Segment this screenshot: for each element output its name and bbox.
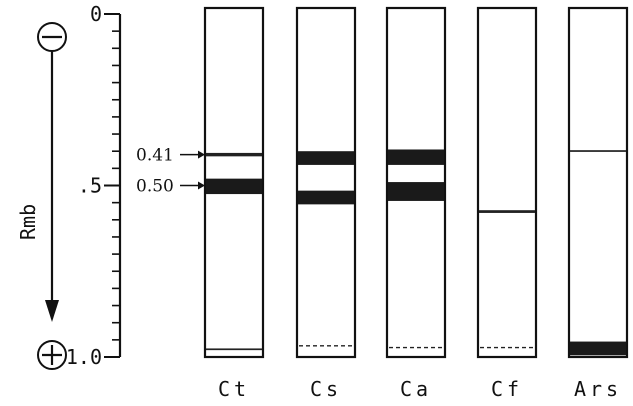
rf-annotation-label: 0.50: [136, 177, 174, 197]
band: [388, 182, 444, 201]
lane-label: Cf: [491, 377, 523, 401]
minor-ticks: [112, 30, 120, 341]
arrow-head-icon: [45, 300, 59, 322]
band: [570, 150, 626, 152]
lane-label: Ca: [400, 377, 432, 401]
lane-ct: Ct: [203, 6, 265, 401]
band: [570, 341, 626, 356]
major-ticks: 0 .5 1.0: [66, 2, 120, 369]
tick-label: 0: [90, 2, 102, 26]
lanes: Ct Cs Ca Cf Ars: [203, 6, 629, 401]
lane-label: Cs: [310, 377, 342, 401]
lane-strip: [295, 6, 357, 359]
band: [206, 178, 262, 195]
band: [388, 149, 444, 165]
lane-ars: Ars: [567, 6, 629, 401]
direction-arrow: [37, 22, 67, 370]
band: [206, 348, 262, 351]
rf-annotation-label: 0.41: [136, 146, 174, 166]
band: [479, 210, 535, 213]
annotation-arrow-head-icon: [198, 181, 205, 190]
axis-label: Rmb: [16, 204, 40, 240]
tick-label: 1.0: [66, 345, 102, 369]
lane-strip: [476, 6, 538, 359]
annotation-arrow-head-icon: [198, 150, 205, 159]
lane-ca: Ca: [385, 6, 447, 401]
tick-label: .5: [78, 174, 102, 198]
lane-cs: Cs: [295, 6, 357, 401]
band: [298, 190, 354, 205]
band: [298, 151, 354, 165]
lane-label: Ct: [218, 377, 250, 401]
lane-label: Ars: [574, 377, 622, 401]
annotations: 0.41 0.50: [136, 146, 205, 197]
positive-pole-icon: [37, 340, 67, 370]
lane-strip: [567, 6, 629, 359]
lane-cf: Cf: [476, 6, 538, 401]
band: [206, 152, 262, 157]
